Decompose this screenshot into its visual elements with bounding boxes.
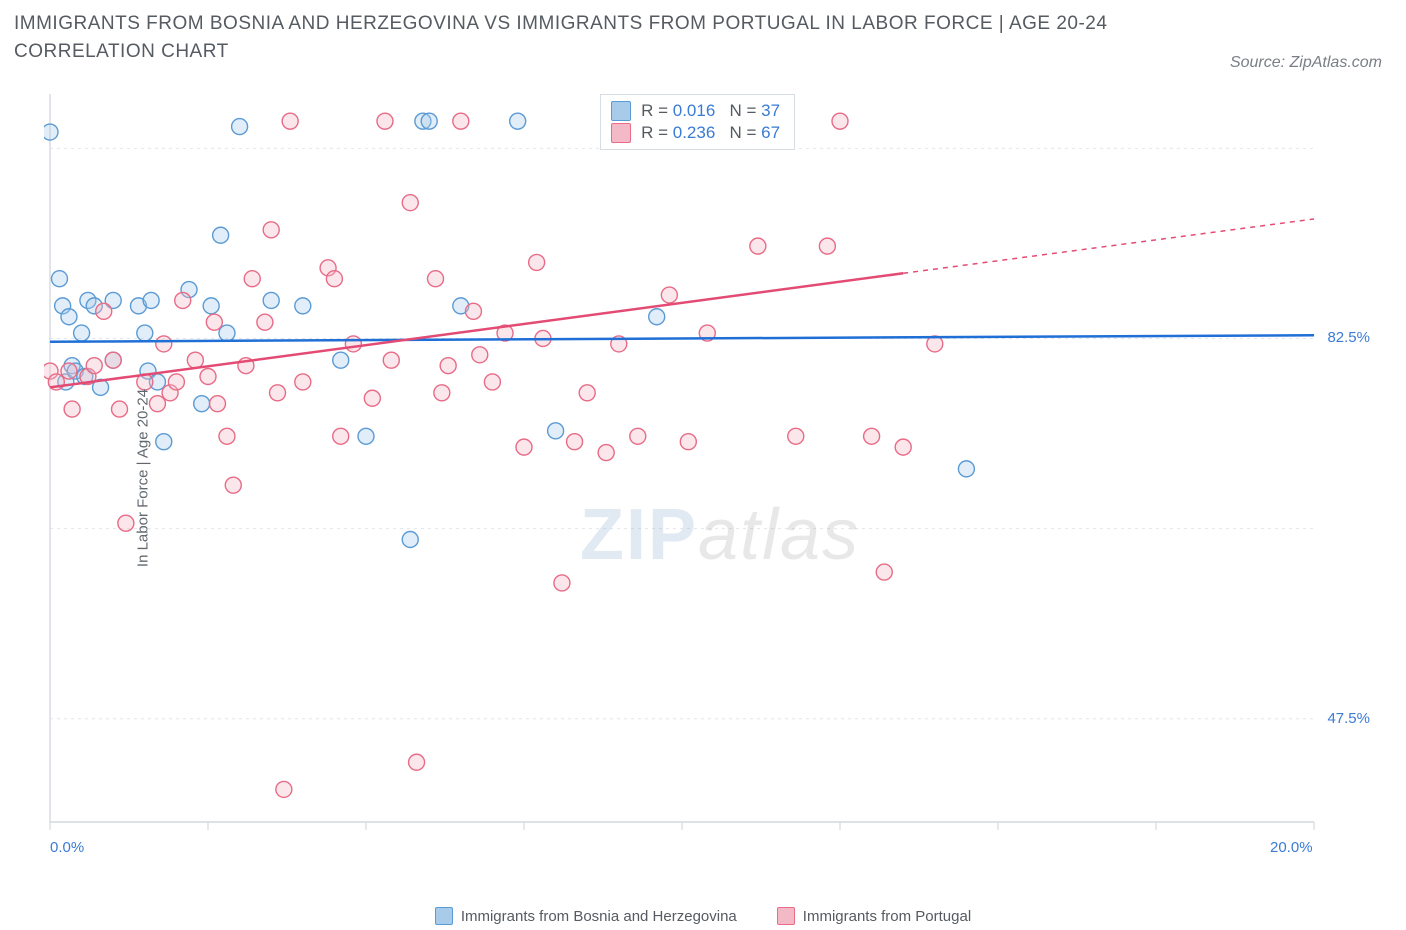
- legend-label: Immigrants from Bosnia and Herzegovina: [461, 908, 737, 925]
- stats-legend: R = 0.016 N = 37R = 0.236 N = 67: [600, 94, 795, 150]
- stats-legend-row: R = 0.236 N = 67: [611, 123, 780, 143]
- r-label: R = 0.236 N = 67: [641, 123, 780, 143]
- bottom-legend: Immigrants from Bosnia and Herzegovina Im…: [0, 902, 1406, 930]
- chart-container: IMMIGRANTS FROM BOSNIA AND HERZEGOVINA V…: [0, 0, 1406, 930]
- y-tick-label: 47.5%: [1327, 710, 1370, 727]
- legend-swatch: [435, 907, 453, 925]
- r-label: R = 0.016 N = 37: [641, 101, 780, 121]
- scatter-chart-svg: [44, 90, 1384, 866]
- x-tick-label: 0.0%: [50, 839, 84, 856]
- bottom-legend-item: Immigrants from Bosnia and Herzegovina: [435, 907, 737, 925]
- legend-swatch: [611, 101, 631, 121]
- plot-area: In Labor Force | Age 20-24 47.5% 82.5% 0.0…: [44, 90, 1384, 866]
- legend-label: Immigrants from Portugal: [803, 908, 971, 925]
- source-attribution: Source: ZipAtlas.com: [1230, 54, 1382, 72]
- x-tick-label: 20.0%: [1270, 839, 1313, 856]
- legend-swatch: [611, 123, 631, 143]
- chart-title: IMMIGRANTS FROM BOSNIA AND HERZEGOVINA V…: [14, 10, 1206, 65]
- legend-swatch: [777, 907, 795, 925]
- bottom-legend-item: Immigrants from Portugal: [777, 907, 971, 925]
- stats-legend-row: R = 0.016 N = 37: [611, 101, 780, 121]
- y-tick-label: 82.5%: [1327, 329, 1370, 346]
- y-axis-label: In Labor Force | Age 20-24: [135, 389, 152, 567]
